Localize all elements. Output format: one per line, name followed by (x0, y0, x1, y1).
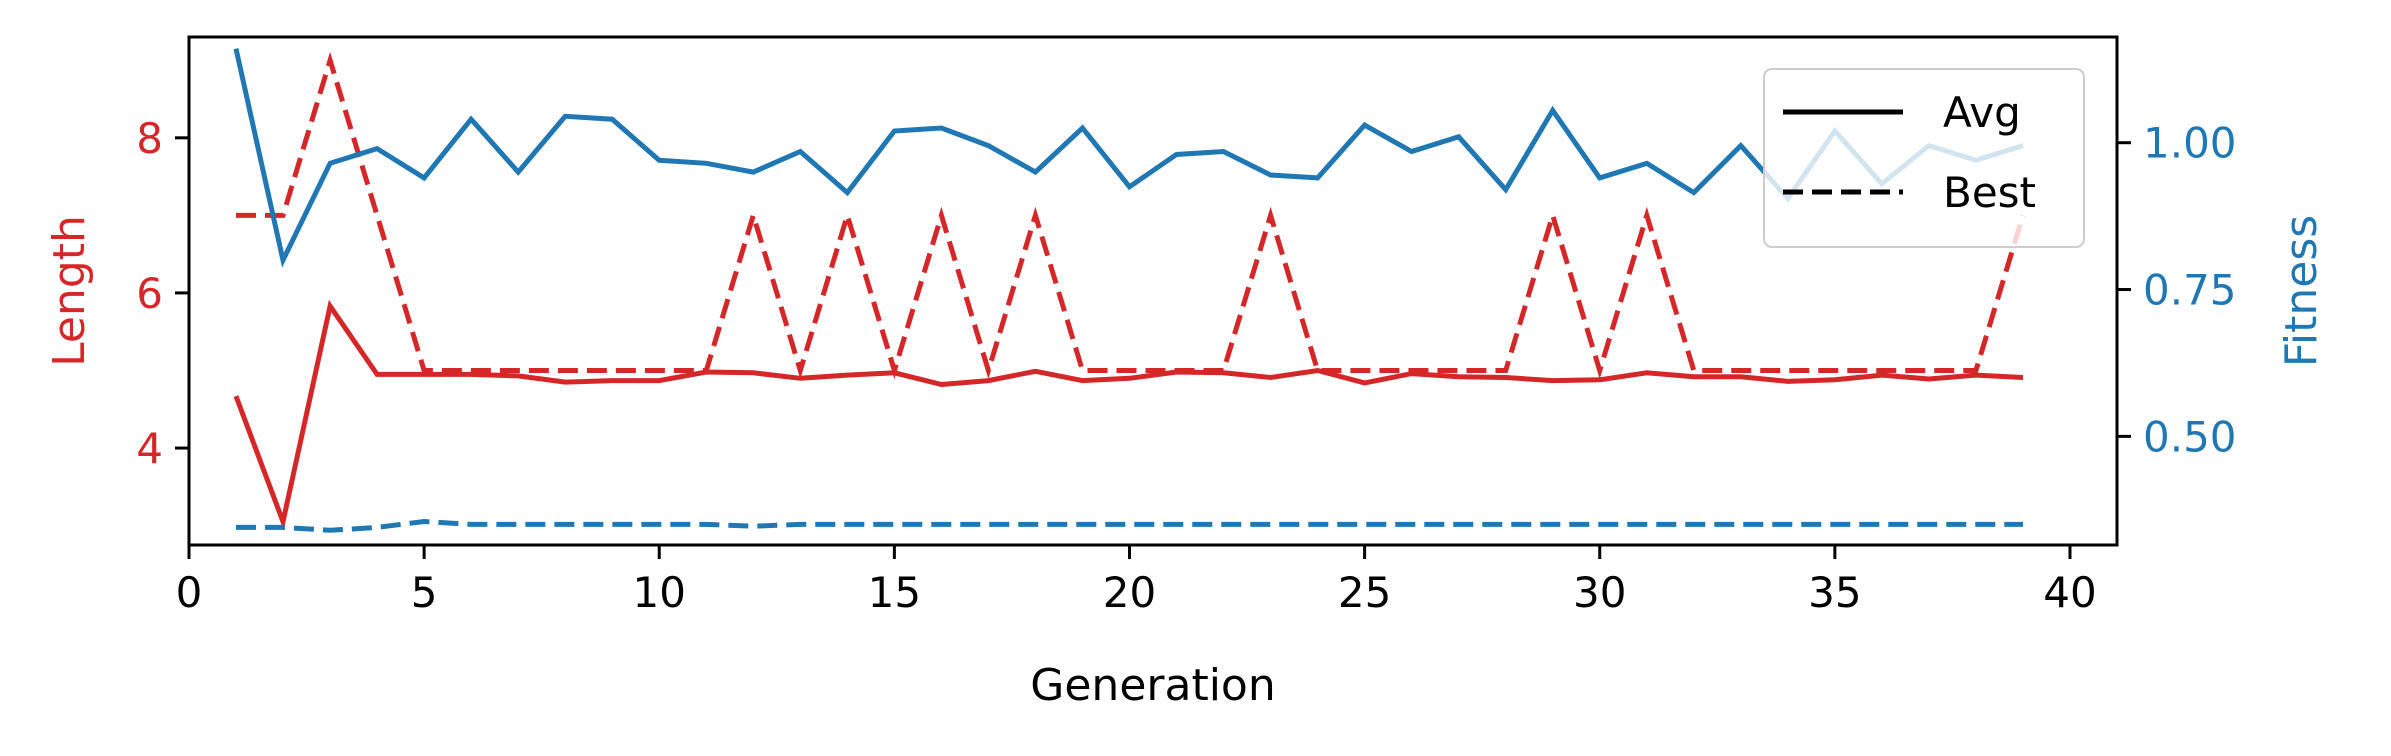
x-tick-label: 5 (411, 568, 438, 617)
x-tick-label: 15 (868, 568, 921, 617)
x-tick-label: 10 (633, 568, 686, 617)
y-right-tick-label: 0.75 (2143, 266, 2237, 315)
x-axis-label: Generation (1030, 660, 1275, 711)
series-line-right-best-3 (236, 518, 2023, 533)
series-line-right-avg-2 (233, 48, 2024, 268)
x-tick-label: 25 (1338, 568, 1391, 617)
legend: Avg Best (1763, 68, 2085, 248)
y-left-tick-label: 8 (136, 114, 163, 163)
ticks-layer: 0 5 10 15 20 25 30 35 40 4 6 8 0.50 0.75 1.00 (136, 114, 2236, 617)
x-tick-label: 40 (2043, 568, 2096, 617)
x-tick-label: 35 (1808, 568, 1861, 617)
series-layer (233, 48, 2026, 533)
y-left-tick-label: 4 (136, 424, 163, 473)
series-line-left-avg-0 (233, 299, 2024, 531)
y-axis-right-label: Fitness (2276, 215, 2327, 367)
x-tick-label: 20 (1103, 568, 1156, 617)
y-right-tick-label: 0.50 (2143, 412, 2237, 461)
legend-avg-label: Avg (1943, 88, 2021, 137)
x-tick-label: 30 (1573, 568, 1626, 617)
series-line-left-best-1 (236, 51, 2026, 380)
legend-box (1763, 68, 2085, 248)
y-axis-left-label: Length (44, 215, 95, 367)
y-left-tick-label: 6 (136, 269, 163, 318)
legend-best-label: Best (1943, 168, 2036, 217)
x-tick-label: 0 (176, 568, 203, 617)
y-right-tick-label: 1.00 (2143, 119, 2237, 168)
